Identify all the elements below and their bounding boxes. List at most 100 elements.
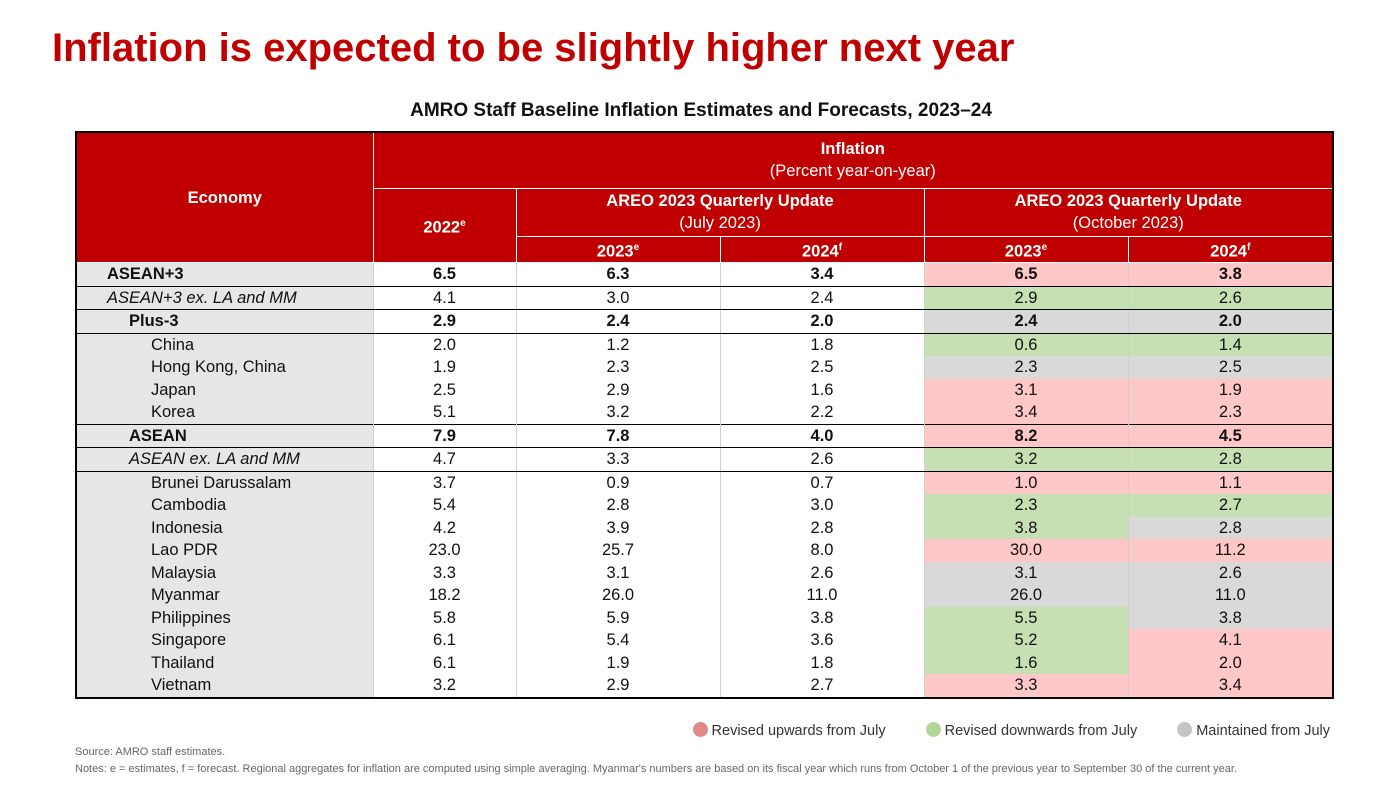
year-suffix: f (1246, 241, 1251, 253)
value: 2.0 (719, 309, 925, 334)
value: 3.1 (515, 561, 721, 584)
value: 2.8 (1127, 516, 1334, 539)
year: 2023 (1004, 242, 1042, 260)
value: 11.0 (1127, 584, 1334, 607)
year: 2022 (423, 218, 461, 236)
value: 2.5 (372, 378, 517, 401)
economy: ASEAN+3 (75, 262, 374, 287)
table-row: Japan 2.5 2.9 1.6 3.1 1.9 (75, 378, 1334, 401)
value: 1.1 (1127, 471, 1334, 494)
value: 0.6 (923, 333, 1129, 356)
year-header: 2023e (515, 235, 721, 263)
value: 11.0 (719, 584, 925, 607)
value: 4.1 (1127, 629, 1334, 652)
value: 3.4 (719, 262, 925, 287)
value: 1.9 (515, 651, 721, 674)
value: 1.9 (1127, 378, 1334, 401)
value: 2.4 (923, 309, 1129, 334)
value: 2.6 (719, 447, 925, 472)
value: 2.2 (719, 401, 925, 424)
year-header: 2022e (372, 187, 517, 263)
value: 4.0 (719, 423, 925, 448)
value: 2.4 (719, 286, 925, 310)
table-body: ASEAN+3 6.5 6.3 3.4 6.5 3.8 ASEAN+3 ex. LA and… (75, 262, 1334, 698)
value: 3.4 (1127, 674, 1334, 698)
value: 1.6 (923, 651, 1129, 674)
year-header: 2024f (719, 235, 925, 263)
value: 6.5 (372, 262, 517, 287)
economy: Lao PDR (75, 539, 374, 562)
inflation-table: Economy Inflation (Percent year-on-year) 20… (75, 131, 1335, 699)
value: 3.2 (923, 447, 1129, 472)
table-row: Malaysia 3.3 3.1 2.6 3.1 2.6 (75, 561, 1334, 584)
table-row: Brunei Darussalam 3.7 0.9 0.7 1.0 1.1 (75, 471, 1334, 494)
value: 1.4 (1127, 333, 1334, 356)
economy: Korea (75, 401, 374, 424)
economy-header: Economy (75, 131, 374, 263)
value: 6.5 (923, 262, 1129, 287)
slide-title: Inflation is expected to be slightly hig… (52, 26, 1015, 70)
unit: (Percent year-on-year) (769, 162, 936, 181)
value: 1.8 (719, 651, 925, 674)
legend-label: Maintained from July (1196, 723, 1330, 739)
value: 26.0 (923, 584, 1129, 607)
value: 5.4 (372, 494, 517, 517)
table-row: ASEAN ex. LA and MM 4.7 3.3 2.6 3.2 2.8 (75, 447, 1334, 472)
value: 2.5 (1127, 356, 1334, 379)
value: 5.9 (515, 606, 721, 629)
update-name: AREO 2023 Quarterly Update (1014, 192, 1242, 210)
value: 6.3 (515, 262, 721, 287)
year-suffix: e (460, 217, 466, 229)
value: 8.2 (923, 423, 1129, 448)
value: 30.0 (923, 539, 1129, 562)
legend-label: Revised downwards from July (944, 723, 1138, 739)
value: 2.9 (923, 286, 1129, 310)
table-row: Lao PDR 23.0 25.7 8.0 30.0 11.2 (75, 539, 1334, 562)
value: 1.2 (515, 333, 721, 356)
value: 2.3 (1127, 401, 1334, 424)
value: 3.3 (515, 447, 721, 472)
value: 3.1 (923, 378, 1129, 401)
year: 2023 (596, 242, 634, 260)
value: 18.2 (372, 584, 517, 607)
value: 2.9 (515, 674, 721, 698)
economy: ASEAN+3 ex. LA and MM (75, 286, 374, 310)
value: 5.2 (923, 629, 1129, 652)
table-row: ASEAN+3 6.5 6.3 3.4 6.5 3.8 (75, 262, 1334, 287)
value: 2.6 (1127, 561, 1334, 584)
value: 0.7 (719, 471, 925, 494)
table-row: Singapore 6.1 5.4 3.6 5.2 4.1 (75, 629, 1334, 652)
header-row: 2023e 2024f 2023e 2024f (76, 235, 1334, 263)
economy: Vietnam (75, 674, 374, 698)
value: 2.3 (923, 356, 1129, 379)
year-suffix: e (633, 241, 640, 253)
table-row: ASEAN+3 ex. LA and MM 4.1 3.0 2.4 2.9 2.6 (75, 286, 1334, 310)
value: 3.3 (923, 674, 1129, 698)
value: 2.0 (1127, 651, 1334, 674)
update-name: AREO 2023 Quarterly Update (606, 192, 834, 210)
economy: China (75, 333, 374, 356)
economy: ASEAN (75, 423, 374, 448)
table-row: Hong Kong, China 1.9 2.3 2.5 2.3 2.5 (75, 356, 1334, 379)
table-row: Plus-3 2.9 2.4 2.0 2.4 2.0 (75, 309, 1334, 334)
header-row: Economy Inflation (Percent year-on-year) (75, 131, 1334, 263)
value: 2.3 (515, 356, 721, 379)
value: 2.4 (515, 309, 721, 334)
value: 3.0 (719, 494, 925, 517)
value: 1.0 (923, 471, 1129, 494)
value: 6.1 (372, 651, 517, 674)
value: 1.9 (372, 356, 517, 379)
economy: Japan (75, 378, 374, 401)
year: 2024 (801, 242, 839, 260)
value: 5.8 (372, 606, 517, 629)
update-period: (October 2023) (1072, 214, 1184, 232)
value: 3.9 (515, 516, 721, 539)
value: 2.6 (1127, 286, 1334, 310)
update-header: AREO 2023 Quarterly Update (October 2023) (923, 187, 1334, 237)
year-suffix: f (838, 241, 843, 253)
value: 1.8 (719, 333, 925, 356)
table-row: ASEAN 7.9 7.8 4.0 8.2 4.5 (75, 423, 1334, 448)
table-row: Thailand 6.1 1.9 1.8 1.6 2.0 (75, 651, 1334, 674)
value: 3.7 (372, 471, 517, 494)
value: 3.8 (1127, 262, 1334, 287)
